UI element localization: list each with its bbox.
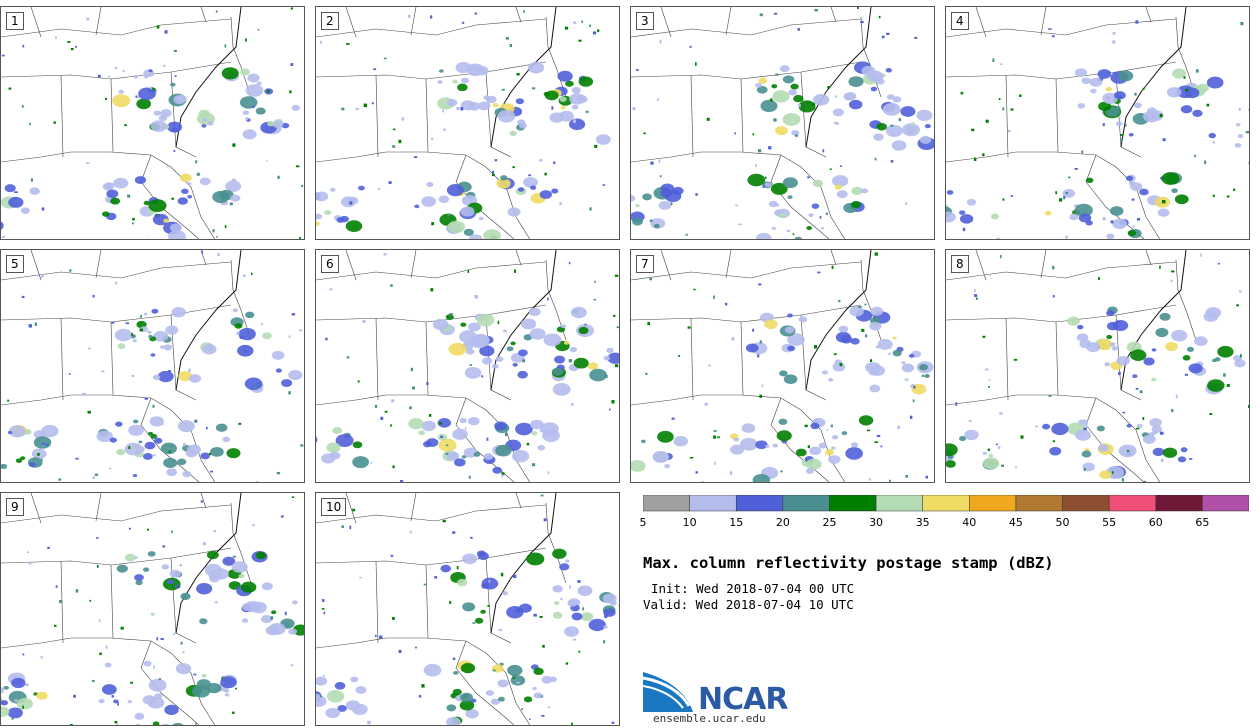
figure-title: Max. column reflectivity postage stamp (… — [643, 554, 1054, 572]
colorbar-tick-label: 50 — [1055, 516, 1070, 529]
colorbar-tick-label: 40 — [962, 516, 977, 529]
colorbar-segment — [1062, 495, 1110, 512]
map-area — [1, 7, 304, 239]
colorbar-segment — [829, 495, 877, 512]
member-number-label: 8 — [951, 255, 969, 273]
colorbar-tick-label: 20 — [775, 516, 790, 529]
postage-stamp-panel: 8 — [945, 249, 1250, 483]
member-number-label: 10 — [321, 498, 347, 516]
map-area — [316, 250, 619, 482]
member-number-label: 6 — [321, 255, 339, 273]
colorbar-tick-label: 10 — [682, 516, 697, 529]
map-area — [316, 7, 611, 239]
colorbar-segment — [875, 495, 923, 512]
colorbar-segment — [1202, 495, 1249, 512]
member-number-label: 9 — [6, 498, 24, 516]
map-area — [1, 250, 304, 482]
member-number-label: 7 — [636, 255, 654, 273]
postage-stamp-panel: 7 — [630, 249, 935, 483]
map-area — [1, 493, 304, 725]
colorbar-segment — [782, 495, 830, 512]
map-area — [631, 250, 934, 482]
colorbar-segment — [1015, 495, 1063, 512]
reflectivity-colorbar — [643, 495, 1249, 512]
ncar-logo-icon — [643, 672, 693, 712]
map-area — [946, 7, 1249, 239]
colorbar-tick-label: 25 — [822, 516, 837, 529]
member-number-label: 5 — [6, 255, 24, 273]
colorbar-segment — [969, 495, 1017, 512]
colorbar-segment — [735, 495, 784, 512]
postage-stamp-panel: 3 — [630, 6, 935, 240]
member-number-label: 1 — [6, 12, 24, 30]
colorbar-segment — [689, 495, 737, 512]
colorbar-segment — [1155, 495, 1203, 512]
postage-stamp-panel: 2 — [315, 6, 620, 240]
ncar-logo-text: NCAR — [698, 682, 788, 717]
colorbar-segment — [643, 495, 690, 512]
member-number-label: 2 — [321, 12, 339, 30]
postage-stamp-panel: 6 — [315, 249, 620, 483]
colorbar-tick-label: 65 — [1195, 516, 1210, 529]
postage-stamp-panel: 10 — [315, 492, 620, 726]
postage-stamp-panel: 1 — [0, 6, 305, 240]
colorbar-tick-label: 55 — [1102, 516, 1117, 529]
member-number-label: 3 — [636, 12, 654, 30]
postage-stamp-panel: 4 — [945, 6, 1250, 240]
colorbar-tick-label: 5 — [639, 516, 647, 529]
map-area — [631, 7, 934, 239]
ensemble-site-url: ensemble.ucar.edu — [653, 712, 766, 725]
colorbar-segment — [1108, 495, 1157, 512]
colorbar-tick-label: 60 — [1148, 516, 1163, 529]
colorbar-tick-label: 35 — [915, 516, 930, 529]
colorbar-tick-label: 45 — [1008, 516, 1023, 529]
member-number-label: 4 — [951, 12, 969, 30]
colorbar-tick-label: 15 — [729, 516, 744, 529]
colorbar-tick-label: 30 — [869, 516, 884, 529]
postage-stamp-panel: 9 — [0, 492, 305, 726]
postage-stamp-panel: 5 — [0, 249, 305, 483]
valid-time: Valid: Wed 2018-07-04 10 UTC — [643, 597, 854, 612]
init-time: Init: Wed 2018-07-04 00 UTC — [651, 581, 855, 596]
map-area — [316, 493, 619, 725]
colorbar-segment — [922, 495, 970, 512]
map-area — [946, 250, 1249, 482]
